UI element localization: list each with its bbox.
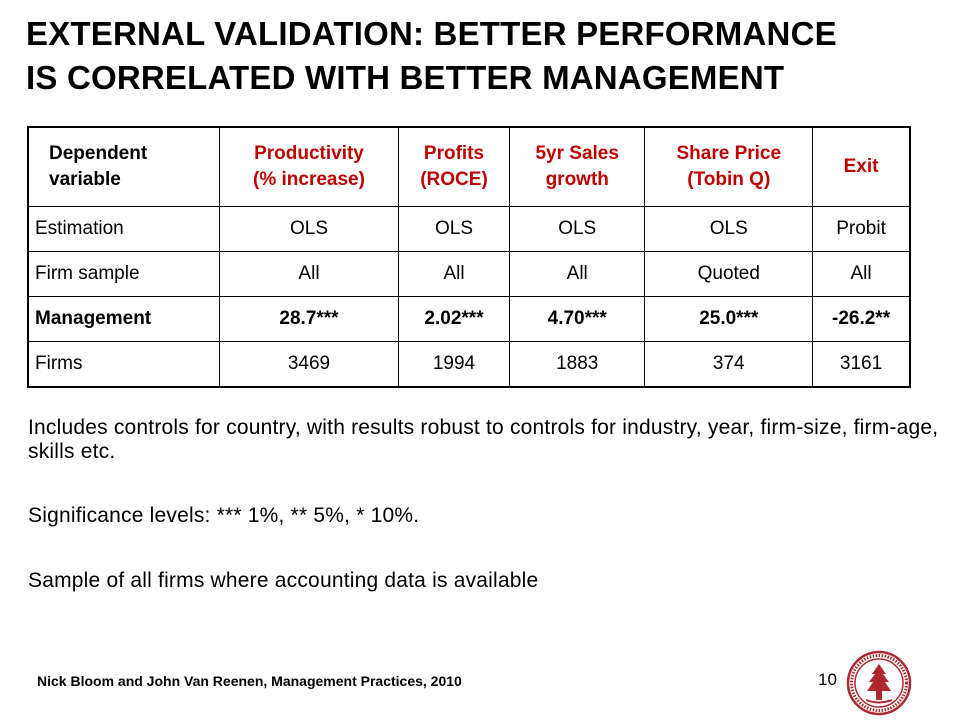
header-sales-growth: 5yr Sales growth (509, 126, 646, 207)
table-row: Management 28.7*** 2.02*** 4.70*** 25.0*… (27, 296, 911, 342)
header-dependent-variable: Dependent variable (27, 126, 220, 207)
note-sample: Sample of all firms where accounting dat… (28, 569, 539, 592)
table-cell: 28.7*** (219, 296, 399, 342)
table-row: Firm sample All All All Quoted All (27, 251, 911, 297)
slide-title-line-2: IS CORRELATED WITH BETTER MANAGEMENT (26, 59, 785, 96)
results-table: Dependent variable Productivity (% incre… (27, 126, 911, 388)
table-cell: 4.70*** (509, 296, 646, 342)
table-cell: All (509, 251, 646, 297)
row-label: Firms (27, 341, 220, 388)
note-significance: Significance levels: *** 1%, ** 5%, * 10… (28, 504, 420, 527)
table-cell: OLS (397, 206, 511, 252)
table-cell: OLS (644, 206, 814, 252)
header-productivity: Productivity (% increase) (219, 126, 399, 207)
table-cell: Quoted (644, 251, 814, 297)
stanford-seal-icon (846, 650, 912, 716)
table-cell: 3161 (812, 341, 911, 388)
header-share-price: Share Price (Tobin Q) (644, 126, 814, 207)
row-label: Management (27, 296, 220, 342)
table-cell: 2.02*** (397, 296, 511, 342)
table-cell: 3469 (219, 341, 399, 388)
table-row: Firms 3469 1994 1883 374 3161 (27, 341, 911, 388)
slide-title: EXTERNAL VALIDATION: BETTER PERFORMANCE … (26, 12, 946, 100)
table-cell: 1883 (509, 341, 646, 388)
table-cell: All (397, 251, 511, 297)
table-cell: Probit (812, 206, 911, 252)
page-number: 10 (818, 670, 837, 689)
table-cell: 25.0*** (644, 296, 814, 342)
row-label: Firm sample (27, 251, 220, 297)
table-header-row: Dependent variable Productivity (% incre… (27, 126, 911, 207)
row-label: Estimation (27, 206, 220, 252)
header-profits: Profits (ROCE) (397, 126, 511, 207)
note-controls: Includes controls for country, with resu… (28, 416, 939, 463)
table-row: Estimation OLS OLS OLS OLS Probit (27, 206, 911, 252)
slide-title-line-1: EXTERNAL VALIDATION: BETTER PERFORMANCE (26, 15, 837, 52)
table-cell: -26.2** (812, 296, 911, 342)
table-cell: 374 (644, 341, 814, 388)
header-exit: Exit (812, 126, 911, 207)
table-cell: OLS (219, 206, 399, 252)
table-cell: All (812, 251, 911, 297)
table-cell: 1994 (397, 341, 511, 388)
table-cell: All (219, 251, 399, 297)
table-cell: OLS (509, 206, 646, 252)
footer-credit: Nick Bloom and John Van Reenen, Manageme… (37, 673, 462, 689)
